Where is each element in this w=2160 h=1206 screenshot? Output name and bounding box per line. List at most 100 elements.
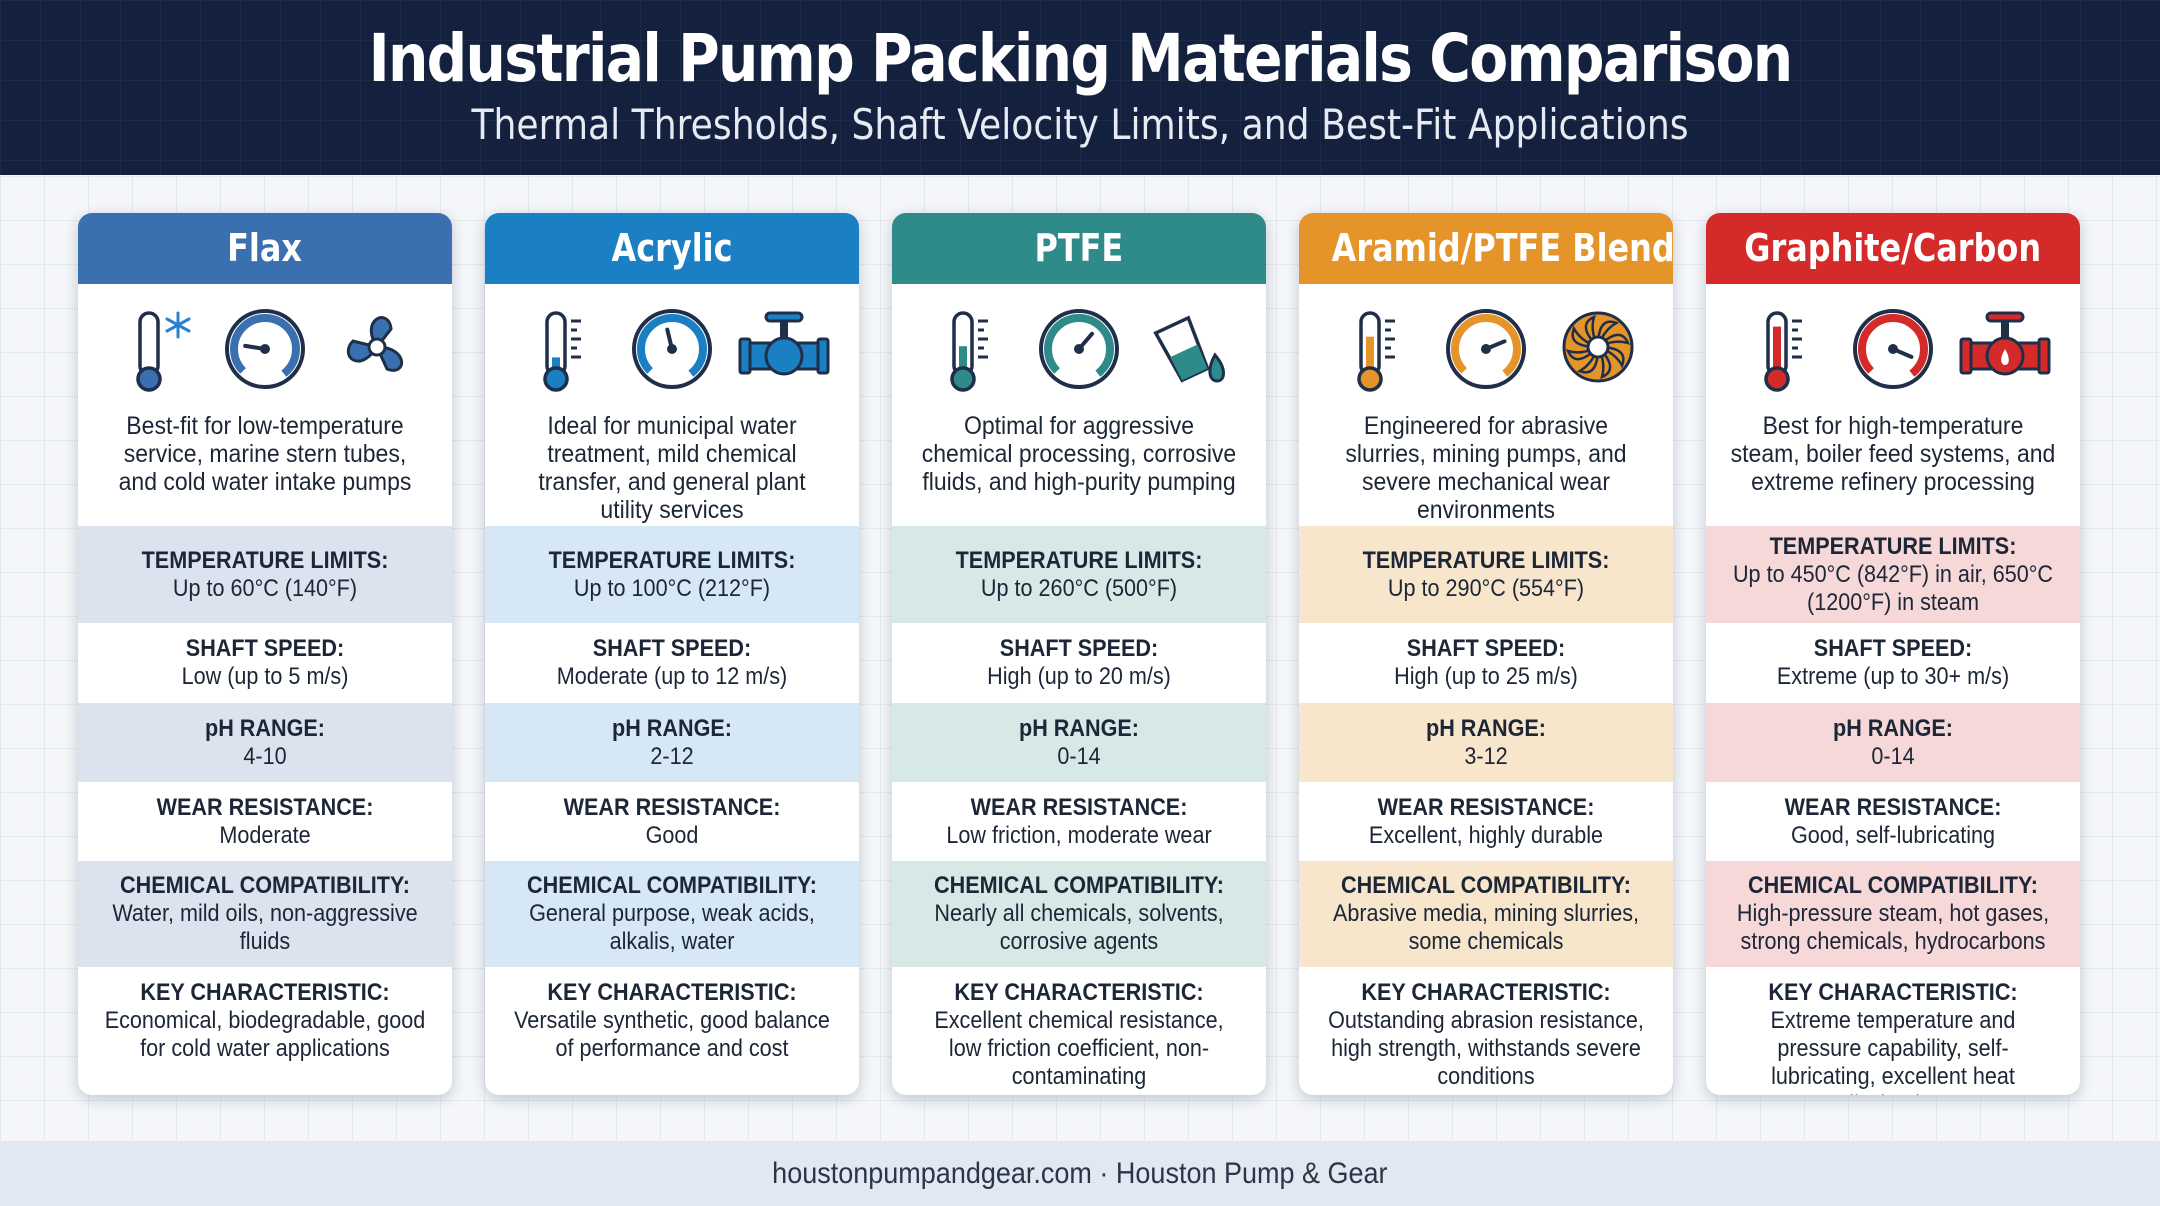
material-card-flax: Flax Best-fit for low-temperature servic… [78,213,452,1095]
temperature-value: Up to 60°C (140°F) [172,574,358,602]
chemical-compatibility-value: General purpose, weak acids, alkalis, wa… [529,900,815,955]
key-characteristic-row: KEY CHARACTERISTIC: Extreme temperature a… [1706,967,2080,1095]
temperature-row: TEMPERATURE LIMITS: Up to 60°C (140°F) [78,526,452,623]
thermometer-medium-icon [542,311,581,392]
gauge-max-icon [1853,309,1933,389]
card-title: Flax [78,213,452,284]
shaft-speed-value: Low (up to 5 m/s) [181,663,349,690]
shaft-speed-row: SHAFT SPEED: Low (up to 5 m/s) [78,623,452,703]
row-label: pH RANGE: [1832,714,1953,742]
chemical-compatibility-row: CHEMICAL COMPATIBILITY: High-pressure ste… [1706,861,2080,967]
temperature-row: TEMPERATURE LIMITS: Up to 260°C (500°F) [892,526,1266,623]
temperature-row: TEMPERATURE LIMITS: Up to 290°C (554°F) [1299,526,1673,623]
thermometer-hot-icon [1356,311,1395,392]
chemical-compatibility-row: CHEMICAL COMPATIBILITY: Nearly all chemic… [892,861,1266,967]
key-characteristic-value: Outstanding abrasion resistance, high st… [1328,1007,1644,1090]
ph-range-value: 4-10 [243,742,287,770]
row-label: CHEMICAL COMPATIBILITY: [934,872,1224,899]
thermometer-high-icon [949,311,988,392]
card-title: Graphite/Carbon [1706,213,2080,284]
thermometer-extreme-icon [1763,311,1802,392]
row-label: pH RANGE: [1425,714,1546,742]
row-label: pH RANGE: [1018,714,1139,742]
chemical-compatibility-row: CHEMICAL COMPATIBILITY: Water, mild oils,… [78,861,452,967]
row-label: KEY CHARACTERISTIC: [1768,979,2018,1006]
material-card-ptfe: PTFE Optimal for aggressive chemical pro… [892,213,1266,1095]
row-label: WEAR RESISTANCE: [970,793,1188,821]
ph-range-value: 0-14 [1057,742,1101,770]
chemical-compatibility-value: Nearly all chemicals, solvents, corrosiv… [934,900,1224,955]
key-characteristic-value: Economical, biodegradable, good for cold… [104,1007,426,1062]
card-title: PTFE [892,213,1266,284]
temperature-value: Up to 100°C (212°F) [573,574,771,602]
ph-range-row: pH RANGE: 4-10 [78,703,452,782]
shaft-speed-row: SHAFT SPEED: High (up to 20 m/s) [892,623,1266,703]
card-icons [1299,284,1673,404]
shaft-speed-value: Moderate (up to 12 m/s) [556,663,788,690]
row-label: WEAR RESISTANCE: [1377,793,1595,821]
material-card-acrylic: Acrylic Ideal for municipal water treatm… [485,213,859,1095]
header: Industrial Pump Packing Materials Compar… [0,0,2160,175]
ph-range-value: 3-12 [1464,742,1508,770]
ph-range-row: pH RANGE: 0-14 [892,703,1266,782]
key-characteristic-row: KEY CHARACTERISTIC: Economical, biodegrad… [78,967,452,1095]
row-label: CHEMICAL COMPATIBILITY: [1748,872,2038,899]
ph-range-value: 0-14 [1871,742,1915,770]
row-label: WEAR RESISTANCE: [1784,793,2002,821]
gauge-low-icon [225,309,305,389]
row-label: TEMPERATURE LIMITS: [955,546,1203,574]
card-title: Aramid/PTFE Blend [1299,213,1673,284]
key-characteristic-value: Extreme temperature and pressure capabil… [1770,1007,2016,1095]
row-label: WEAR RESISTANCE: [563,793,781,821]
card-description: Engineered for abrasive slurries, mining… [1345,412,1627,524]
wear-resistance-row: WEAR RESISTANCE: Low friction, moderate w… [892,782,1266,861]
row-label: SHAFT SPEED: [185,635,345,662]
page-subtitle: Thermal Thresholds, Shaft Velocity Limit… [471,100,1689,149]
row-label: TEMPERATURE LIMITS: [1362,546,1610,574]
row-label: TEMPERATURE LIMITS: [1769,532,2017,560]
key-characteristic-value: Versatile synthetic, good balance of per… [514,1007,830,1062]
ph-range-value: 2-12 [650,742,694,770]
chemical-compatibility-value: Water, mild oils, non-aggressive fluids [112,900,418,955]
wear-resistance-value: Moderate [219,821,311,849]
row-label: CHEMICAL COMPATIBILITY: [527,872,817,899]
chemical-compatibility-row: CHEMICAL COMPATIBILITY: General purpose, … [485,861,859,967]
ph-range-row: pH RANGE: 2-12 [485,703,859,782]
wear-resistance-row: WEAR RESISTANCE: Moderate [78,782,452,861]
gauge-very-high-icon [1446,309,1526,389]
chemical-compatibility-value: High-pressure steam, hot gases, strong c… [1736,900,2050,955]
wear-resistance-value: Good, self-lubricating [1790,821,1996,849]
footer-text: houstonpumpandgear.com · Houston Pump & … [772,1157,1388,1190]
wear-resistance-row: WEAR RESISTANCE: Good [485,782,859,861]
card-icons [892,284,1266,404]
valve-pipe-icon [738,311,829,376]
card-icons [1706,284,2080,404]
steam-valve-icon [1959,311,2050,376]
row-label: pH RANGE: [204,714,325,742]
card-title: Acrylic [485,213,859,284]
ph-range-row: pH RANGE: 3-12 [1299,703,1673,782]
row-label: SHAFT SPEED: [999,635,1159,662]
key-characteristic-row: KEY CHARACTERISTIC: Outstanding abrasion … [1299,967,1673,1095]
propeller-icon [346,316,403,372]
chemical-compatibility-value: Abrasive media, mining slurries, some ch… [1332,900,1640,955]
material-card-aramid-ptfe-blend: Aramid/PTFE Blend Engineered for abrasiv… [1299,213,1673,1095]
temperature-row: TEMPERATURE LIMITS: Up to 100°C (212°F) [485,526,859,623]
key-characteristic-row: KEY CHARACTERISTIC: Versatile synthetic, … [485,967,859,1095]
material-cards: Flax Best-fit for low-temperature servic… [78,213,2082,1095]
footer: houstonpumpandgear.com · Houston Pump & … [0,1141,2160,1206]
material-card-graphite-carbon: Graphite/Carbon Best for high-temperatur… [1706,213,2080,1095]
gauge-high-icon [1039,309,1119,389]
key-characteristic-row: KEY CHARACTERISTIC: Excellent chemical re… [892,967,1266,1095]
row-label: SHAFT SPEED: [592,635,752,662]
shaft-speed-value: Extreme (up to 30+ m/s) [1776,663,2010,690]
shaft-speed-row: SHAFT SPEED: Extreme (up to 30+ m/s) [1706,623,2080,703]
card-description: Ideal for municipal water treatment, mil… [538,412,806,524]
wear-resistance-value: Excellent, highly durable [1368,821,1604,849]
row-label: SHAFT SPEED: [1406,635,1566,662]
row-label: WEAR RESISTANCE: [156,793,374,821]
row-label: KEY CHARACTERISTIC: [547,979,797,1006]
row-label: CHEMICAL COMPATIBILITY: [1341,872,1631,899]
temperature-row: TEMPERATURE LIMITS: Up to 450°C (842°F) i… [1706,526,2080,623]
row-label: SHAFT SPEED: [1813,635,1973,662]
